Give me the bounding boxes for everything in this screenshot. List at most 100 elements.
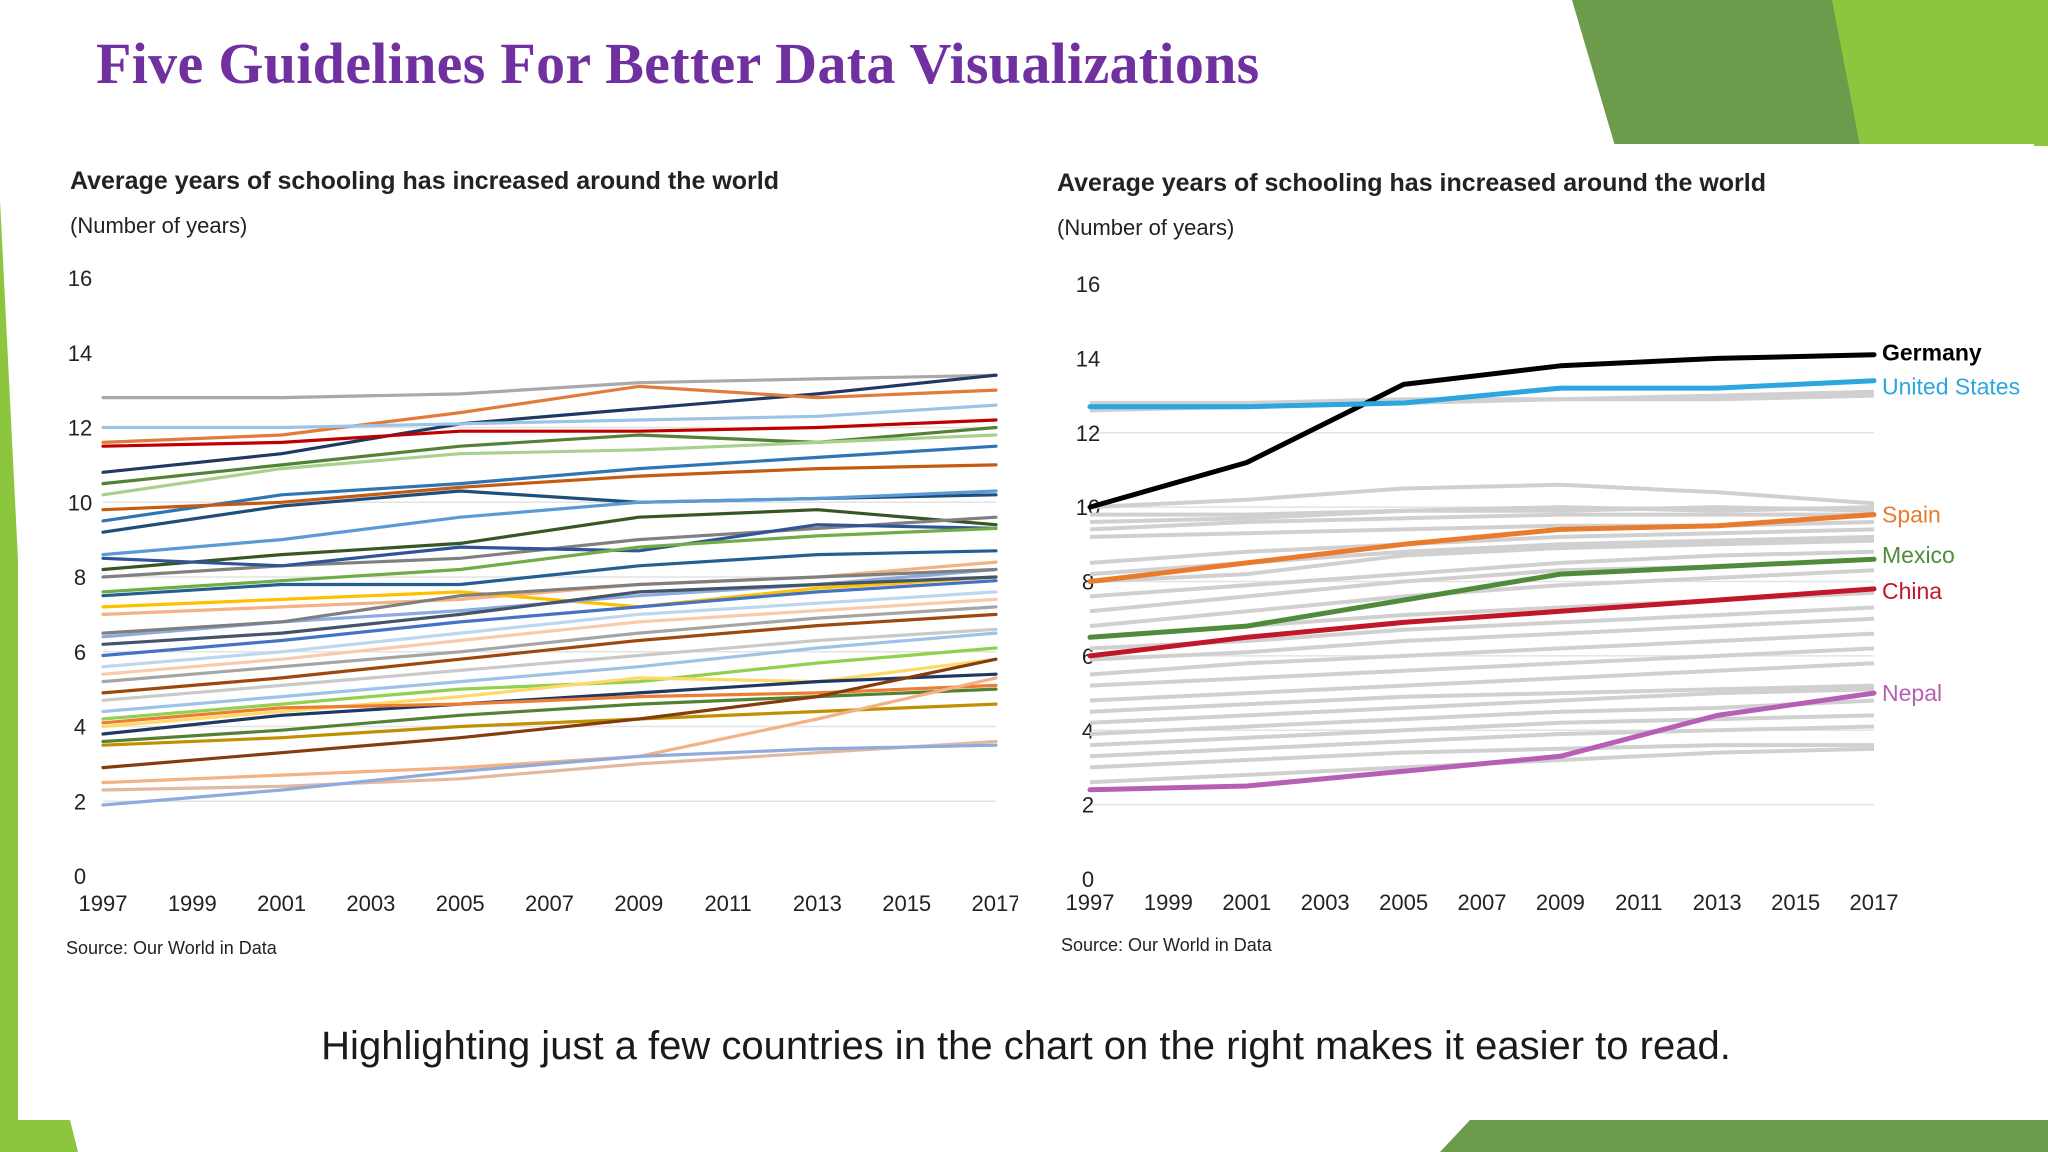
series-label: Nepal — [1882, 680, 1942, 706]
series-line — [101, 657, 998, 729]
background-series-line — [1089, 527, 1875, 565]
y-tick-label: 14 — [68, 341, 92, 366]
background-series-line — [1089, 538, 1875, 584]
series-line — [101, 676, 998, 785]
series-line — [101, 743, 998, 807]
y-tick-label: 0 — [74, 864, 86, 889]
chart-subtitle: (Number of years) — [1057, 215, 1234, 240]
series-line — [101, 489, 998, 557]
x-tick-label: 2001 — [257, 891, 306, 916]
series-line — [1087, 586, 1877, 659]
background-series-line — [1089, 631, 1875, 677]
series-line — [101, 605, 998, 684]
y-tick-label: 12 — [1076, 421, 1100, 446]
series-line — [101, 597, 998, 676]
y-tick-label: 2 — [1082, 793, 1094, 818]
series-line — [101, 418, 998, 448]
series-line — [101, 646, 998, 721]
series-line — [1087, 690, 1877, 793]
background-series-line — [1089, 616, 1875, 662]
background-series-line — [1089, 743, 1874, 770]
series-line — [101, 631, 998, 714]
x-tick-label: 2009 — [614, 891, 663, 916]
x-tick-label: 2005 — [1379, 890, 1428, 915]
background-series-line — [1089, 512, 1874, 532]
series-line — [101, 657, 998, 770]
x-tick-label: 2009 — [1536, 890, 1585, 915]
x-tick-label: 2007 — [1458, 890, 1507, 915]
chart-source: Source: Our World in Data — [66, 938, 278, 958]
series-line — [101, 523, 998, 568]
green-shape-bottom — [1440, 1120, 2048, 1152]
chart-title: Average years of schooling has increased… — [1057, 169, 1766, 197]
series-line — [101, 590, 998, 669]
background-series-line — [1089, 687, 1875, 725]
x-tick-label: 2005 — [436, 891, 485, 916]
y-tick-label: 2 — [74, 789, 86, 814]
x-tick-label: 2015 — [1771, 890, 1820, 915]
y-tick-label: 10 — [68, 490, 92, 515]
series-line — [101, 683, 998, 725]
series-lines — [1087, 352, 1877, 793]
background-series-line — [1089, 713, 1875, 748]
y-tick-label: 14 — [1076, 346, 1100, 371]
series-label: Germany — [1882, 340, 1982, 366]
y-tick-label: 8 — [74, 565, 86, 590]
background-series-line — [1089, 724, 1875, 759]
series-line — [101, 567, 998, 635]
series-line — [101, 433, 998, 497]
slide-title: Five Guidelines For Better Data Visualiz… — [96, 31, 1260, 96]
x-tick-label: 2003 — [1301, 890, 1350, 915]
x-tick-label: 2017 — [972, 891, 1018, 916]
green-shape-bottom-left — [18, 1120, 78, 1152]
y-tick-label: 6 — [74, 640, 86, 665]
series-line — [101, 687, 998, 744]
background-series-line — [1089, 661, 1875, 703]
series-label: Mexico — [1882, 542, 1955, 568]
x-tick-label: 1997 — [79, 891, 128, 916]
background-series-line — [1089, 482, 1875, 510]
series-line — [101, 373, 998, 400]
background-series-line — [1089, 549, 1875, 599]
y-tick-label: 12 — [68, 416, 92, 441]
series-line — [101, 526, 998, 594]
x-tick-label: 2013 — [793, 891, 842, 916]
series-line — [101, 403, 998, 430]
y-tick-label: 4 — [74, 715, 86, 740]
right-line-chart: Average years of schooling has increased… — [1057, 169, 2020, 955]
green-shape-left — [0, 200, 18, 1152]
chart-source: Source: Our World in Data — [1061, 935, 1273, 955]
chart-title: Average years of schooling has increased… — [70, 167, 779, 195]
series-line — [101, 575, 998, 609]
background-series-line — [1089, 683, 1875, 714]
x-tick-label: 2017 — [1850, 890, 1899, 915]
x-tick-label: 2015 — [882, 891, 931, 916]
green-shape-top-dark — [1572, 0, 1860, 146]
x-tick-label: 1997 — [1066, 890, 1115, 915]
series-line — [1087, 352, 1877, 510]
series-line — [101, 612, 998, 695]
series-line — [101, 739, 998, 792]
series-line — [101, 579, 998, 658]
background-series-line — [1089, 505, 1875, 524]
slide-caption: Highlighting just a few countries in the… — [321, 1024, 1731, 1068]
x-tick-label: 1999 — [1144, 890, 1193, 915]
series-line — [1087, 556, 1877, 640]
x-tick-label: 2007 — [525, 891, 574, 916]
y-tick-label: 0 — [1082, 867, 1094, 892]
x-tick-label: 2013 — [1693, 890, 1742, 915]
series-line — [101, 373, 998, 474]
x-tick-label: 2011 — [704, 891, 751, 916]
series-line — [101, 549, 998, 598]
series-line — [101, 463, 998, 512]
content-panel: Average years of schooling has increased… — [18, 144, 2034, 1120]
background-series-line — [1089, 646, 1875, 688]
x-tick-label: 2001 — [1222, 890, 1271, 915]
series-line — [101, 672, 998, 736]
left-line-chart: Average years of schooling has increased… — [66, 167, 1018, 958]
y-tick-label: 16 — [68, 266, 92, 291]
series-line — [101, 384, 998, 444]
x-tick-label: 2003 — [346, 891, 395, 916]
